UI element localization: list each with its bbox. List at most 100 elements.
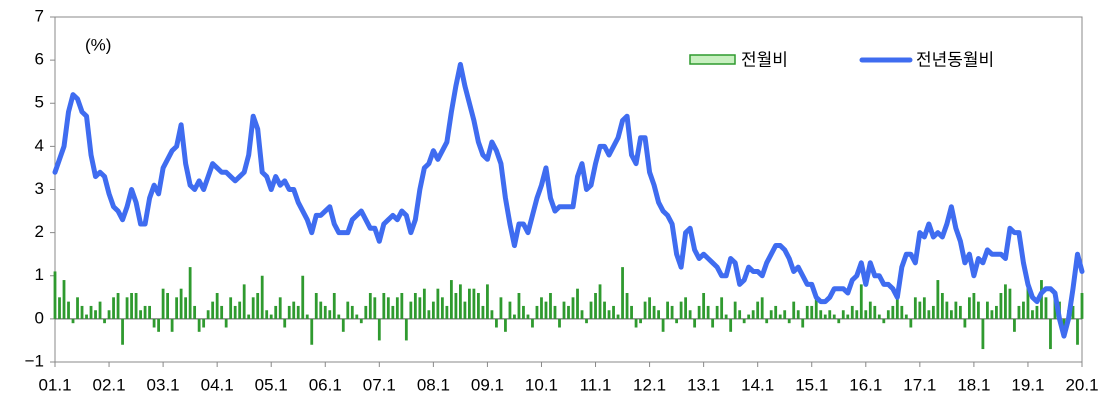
bar (936, 280, 940, 319)
bar (949, 310, 953, 319)
bar (927, 310, 931, 319)
bar (553, 305, 557, 319)
bar (661, 318, 665, 332)
bar (1026, 284, 1030, 319)
bar (670, 305, 674, 319)
bar (562, 301, 566, 319)
bar (792, 301, 796, 319)
x-tick-label: 20.1 (1065, 375, 1098, 394)
bar (355, 314, 359, 319)
bar (684, 297, 688, 319)
bar (468, 288, 471, 319)
x-tick-label: 01.1 (38, 375, 71, 394)
bar (314, 293, 318, 319)
bar (112, 297, 115, 319)
y-tick-label: 2 (35, 222, 44, 241)
bar (80, 305, 84, 319)
bar (783, 310, 787, 319)
y-tick-label: 1 (35, 265, 44, 284)
bar (319, 301, 323, 319)
bar (98, 301, 102, 319)
bar (819, 310, 823, 319)
x-tick-label: 10.1 (525, 375, 558, 394)
bar (179, 288, 183, 319)
bar (621, 267, 624, 319)
x-tick-label: 12.1 (633, 375, 666, 394)
bar (999, 293, 1003, 319)
x-tick-label: 07.1 (363, 375, 396, 394)
bar (986, 301, 989, 319)
bar (630, 305, 633, 319)
bar (134, 293, 138, 319)
bar (499, 297, 503, 319)
bar (954, 301, 958, 319)
bar (706, 305, 710, 319)
bar (431, 301, 435, 319)
bar (1080, 293, 1084, 319)
bar (648, 297, 651, 319)
bar (931, 305, 935, 319)
bar (963, 318, 967, 328)
bar (679, 301, 683, 319)
bar (900, 305, 904, 319)
bar (242, 284, 246, 319)
bar (864, 310, 868, 319)
bar (823, 314, 827, 319)
bar (301, 275, 305, 319)
bar (305, 314, 309, 319)
x-tick-label: 13.1 (687, 375, 720, 394)
legend-label: 전월비 (741, 50, 788, 69)
bar (458, 284, 462, 319)
bar (472, 288, 476, 319)
bar (368, 293, 372, 319)
bar (148, 305, 151, 319)
bar (702, 293, 706, 319)
bar (400, 293, 404, 319)
bar (846, 314, 850, 319)
bar (58, 297, 61, 319)
bar (990, 310, 994, 319)
bar (715, 305, 719, 319)
bar (152, 318, 156, 328)
bar (571, 297, 575, 319)
bar (364, 305, 368, 319)
bar (549, 293, 552, 319)
bar (76, 297, 79, 319)
x-tick-label: 18.1 (957, 375, 990, 394)
bar (828, 310, 832, 319)
bar (981, 318, 985, 350)
bar (193, 305, 197, 319)
bar (53, 271, 57, 319)
bar (693, 318, 697, 328)
bar (121, 318, 124, 345)
x-tick-label: 16.1 (849, 375, 882, 394)
bar (995, 305, 998, 319)
bar (720, 297, 724, 319)
bar (513, 314, 516, 319)
bar (481, 305, 485, 319)
y-tick-label: 6 (35, 50, 44, 69)
bar (332, 293, 336, 319)
bar (814, 297, 818, 319)
bar (211, 301, 215, 319)
bar (697, 305, 701, 319)
bar (477, 293, 480, 319)
bar (801, 318, 805, 328)
bar (504, 318, 507, 332)
bar (643, 301, 647, 319)
bar (945, 301, 949, 319)
bar (130, 293, 133, 319)
bar (580, 310, 584, 319)
bar (918, 301, 922, 319)
bar (567, 305, 570, 319)
bar (310, 318, 314, 345)
bar (278, 297, 282, 319)
legend-label: 전년동월비 (916, 50, 994, 69)
x-tick-label: 09.1 (471, 375, 504, 394)
bar (89, 305, 93, 319)
bar (337, 314, 341, 319)
bar (891, 305, 895, 319)
bar (1017, 305, 1021, 319)
bar (522, 305, 525, 319)
bar (837, 318, 841, 324)
